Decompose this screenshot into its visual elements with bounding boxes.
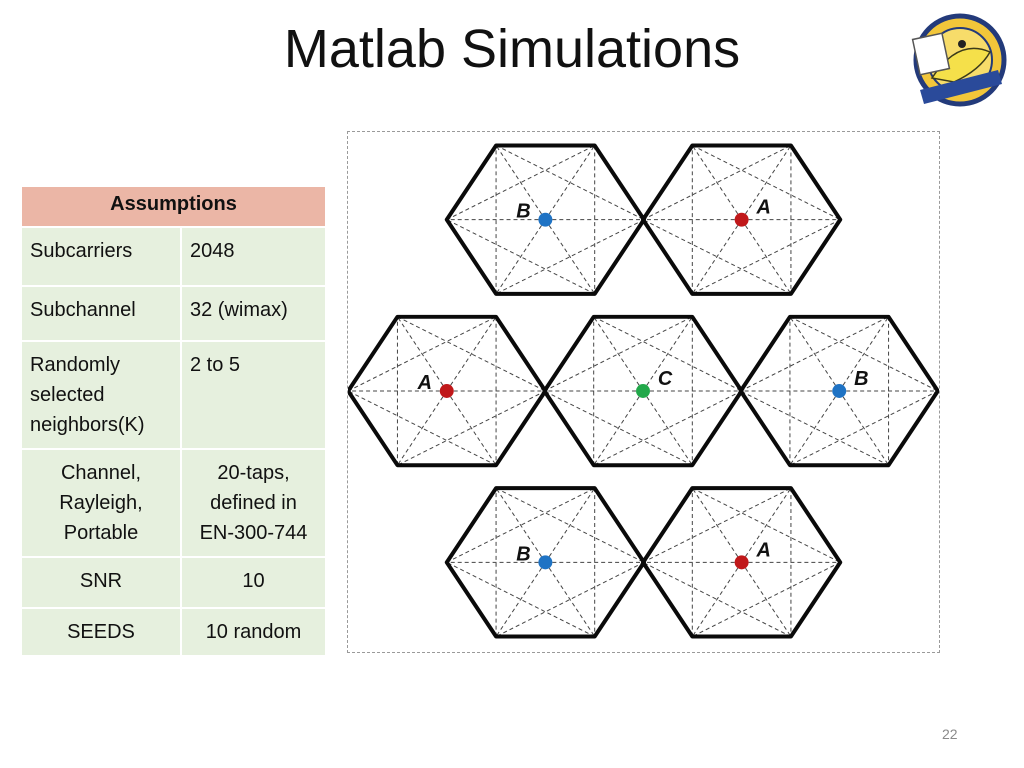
cell-label: B — [516, 543, 530, 565]
triangulation-line — [544, 487, 596, 563]
triangulation-line — [789, 390, 840, 466]
parameter-cell: SNR — [20, 556, 182, 609]
triangulation-line — [741, 219, 792, 295]
triangulation-line — [495, 219, 546, 295]
triangulation-line — [741, 562, 792, 637]
cell-text-line: Rayleigh, — [59, 492, 143, 514]
table-row: Randomly selected neighbors(K) 2 to 5 — [20, 340, 327, 450]
cell-text-line: SEEDS — [67, 621, 135, 643]
triangulation-line — [495, 562, 546, 637]
triangulation-line — [544, 145, 596, 220]
cell-text-line: 2 to 5 — [190, 354, 241, 376]
cell-center-dot — [636, 384, 650, 398]
page-number: 22 — [942, 726, 958, 742]
cell-label: B — [516, 201, 530, 223]
triangulation-line — [642, 390, 693, 466]
table-row: SNR 10 — [20, 556, 327, 609]
cell-label: A — [756, 539, 771, 561]
cell-text-line: 20-taps, — [217, 462, 290, 484]
table-row: Channel, Rayleigh, Portable 20-taps, defined… — [20, 448, 327, 558]
cell-text-line: EN-300-744 — [199, 522, 308, 544]
cell-text-line: 32 (wimax) — [190, 299, 288, 321]
cell-text-line: 2048 — [190, 240, 235, 262]
hexagon-cell — [444, 486, 646, 639]
hexagon-cell — [641, 143, 843, 296]
hexagon-cell — [444, 143, 646, 296]
triangulation-line — [741, 487, 792, 563]
cell-text-line: SNR — [79, 570, 123, 592]
university-seal-logo-icon — [911, 13, 1007, 107]
value-cell: 32 (wimax) — [180, 285, 327, 342]
triangulation-line — [593, 316, 644, 392]
value-cell: 10 random — [180, 607, 327, 657]
cell-text-line: 10 random — [205, 621, 302, 643]
cell-center-dot — [538, 212, 553, 227]
triangulation-line — [495, 145, 546, 220]
cell-text-line: defined in — [210, 492, 297, 514]
cell-center-dot — [538, 555, 553, 570]
table-header: Assumptions — [20, 185, 327, 228]
triangulation-line — [691, 487, 743, 563]
hexagon-cell — [738, 314, 939, 468]
cell-text-line: Randomly — [30, 354, 121, 376]
cell-text-line: Subcarriers — [30, 240, 133, 262]
cell-text-line: Channel, — [60, 462, 142, 484]
cell-center-dot — [439, 384, 454, 398]
triangulation-line — [691, 219, 743, 295]
parameter-cell: Channel, Rayleigh, Portable — [20, 448, 182, 558]
cell-markers: B A A C B B A — [417, 197, 869, 570]
triangulation-line — [544, 219, 596, 295]
triangulation-line — [741, 145, 792, 220]
cell-outlines — [348, 143, 939, 639]
value-cell: 2 to 5 — [180, 340, 327, 450]
hexagonal-cell-diagram: B A A C B B A — [347, 131, 940, 653]
triangulation-line — [397, 390, 448, 466]
cell-text-line: Portable — [63, 522, 139, 544]
assumptions-table: Assumptions Subcarriers 2048 Subchannel 32 … — [20, 185, 327, 657]
parameter-cell: SEEDS — [20, 607, 182, 657]
triangulation-line — [838, 316, 889, 392]
triangulation-line — [838, 390, 889, 466]
cell-text-line: neighbors(K) — [30, 414, 145, 436]
hexagon-cell — [348, 314, 548, 468]
triangulation-line — [789, 316, 840, 392]
triangulation-line — [691, 145, 743, 220]
cell-center-dot — [832, 384, 847, 398]
triangulation-line — [397, 316, 448, 392]
cell-label: B — [854, 368, 868, 390]
cell-center-dot — [734, 212, 749, 227]
triangulation-line — [446, 390, 497, 466]
value-cell: 2048 — [180, 226, 327, 287]
parameter-cell: Randomly selected neighbors(K) — [20, 340, 182, 450]
cell-text-line: Subchannel — [30, 299, 136, 321]
parameter-cell: Subchannel — [20, 285, 182, 342]
triangulation-line — [642, 316, 693, 392]
cell-label: A — [756, 197, 771, 219]
inner-triangle-lines — [348, 145, 939, 637]
cell-label: C — [658, 368, 673, 390]
table-row: Subchannel 32 (wimax) — [20, 285, 327, 342]
triangulation-line — [544, 562, 596, 637]
hexagon-cell — [542, 314, 744, 468]
value-cell: 10 — [180, 556, 327, 609]
slide-title: Matlab Simulations — [283, 19, 741, 79]
cell-label: A — [417, 372, 432, 394]
triangulation-line — [593, 390, 644, 466]
triangulation-line — [691, 562, 743, 637]
cell-text-line: 10 — [242, 570, 265, 592]
triangulation-line — [495, 487, 546, 563]
value-cell: 20-taps, defined in EN-300-744 — [180, 448, 327, 558]
table-row: SEEDS 10 random — [20, 607, 327, 657]
cell-text-line: selected — [30, 384, 105, 406]
table-row: Subcarriers 2048 — [20, 226, 327, 287]
hexagon-cell — [641, 486, 843, 639]
triangulation-line — [446, 316, 497, 392]
cell-center-dot — [734, 555, 749, 570]
parameter-cell: Subcarriers — [20, 226, 182, 287]
